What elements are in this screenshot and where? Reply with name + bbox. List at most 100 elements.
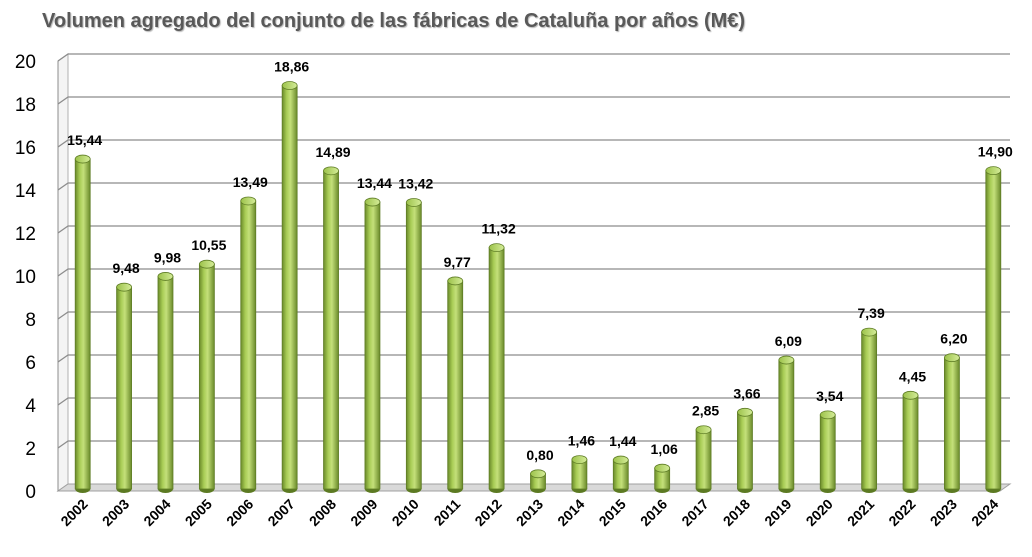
bar-body <box>819 414 836 490</box>
bar-cap <box>902 390 919 400</box>
bar <box>530 469 546 493</box>
gridline <box>57 225 1010 234</box>
bar-cap <box>405 198 422 207</box>
y-tick-label: 0 <box>25 482 36 503</box>
bar-body <box>944 357 960 490</box>
y-tick-label: 4 <box>25 396 36 417</box>
data-label: 15,44 <box>67 132 102 148</box>
x-tick-label: 2013 <box>513 496 546 529</box>
bar-body <box>281 85 298 490</box>
bar <box>861 327 878 493</box>
data-label: 13,42 <box>398 175 433 191</box>
bar-cap <box>74 154 91 164</box>
x-tick-label: 2006 <box>223 496 256 529</box>
y-tick-label: 8 <box>25 310 36 331</box>
bar <box>985 166 1002 493</box>
x-tick-label: 2003 <box>99 496 132 529</box>
y-tick-label: 10 <box>15 267 36 288</box>
bar-cap <box>281 81 298 90</box>
data-label: 3,66 <box>733 385 760 401</box>
gridline <box>57 268 1010 277</box>
bar <box>364 197 381 493</box>
gridline <box>57 96 1010 105</box>
data-label: 9,77 <box>444 254 471 270</box>
x-tick-label: 2018 <box>720 496 753 529</box>
bar <box>654 463 671 493</box>
data-label: 11,32 <box>481 221 515 237</box>
y-tick-label: 20 <box>15 52 36 73</box>
bar <box>819 410 836 493</box>
bar <box>281 81 298 493</box>
bar <box>737 407 753 493</box>
bar-body <box>447 280 464 490</box>
bar-body <box>861 331 878 490</box>
y-axis-ticks: 0 2 4 6 8 10 12 14 16 18 20 <box>15 52 37 503</box>
bar-cap <box>116 282 132 292</box>
x-tick-label: 2010 <box>389 496 422 529</box>
bar <box>198 259 215 493</box>
x-tick-label: 2024 <box>968 496 1001 529</box>
x-tick-label: 2017 <box>678 496 711 529</box>
gridline <box>57 53 1010 62</box>
bar-body <box>405 202 422 490</box>
bar <box>447 276 464 493</box>
bar <box>571 455 588 493</box>
bar <box>240 196 257 493</box>
bar <box>157 272 174 493</box>
data-label: 10,55 <box>191 237 226 253</box>
x-tick-label: 2014 <box>554 496 587 529</box>
y-tick-label: 2 <box>25 439 36 460</box>
x-axis-ticks: 2002 2003 2004 2005 2006 2007 2008 2009 2010 2011… <box>57 496 1001 529</box>
x-tick-label: 2016 <box>637 496 670 529</box>
bars <box>74 81 1002 493</box>
bar-body <box>902 394 919 490</box>
bar-body <box>157 276 174 490</box>
data-label: 3,54 <box>816 388 843 404</box>
x-tick-label: 2002 <box>57 496 90 529</box>
bar-cap <box>985 166 1002 176</box>
bar-body <box>240 200 257 490</box>
bar-cap <box>240 196 257 206</box>
bar <box>74 154 91 493</box>
data-label: 18,86 <box>274 59 309 75</box>
data-label: 9,48 <box>112 260 139 276</box>
bar-cap <box>819 410 836 420</box>
gridline <box>57 397 1010 406</box>
bar <box>902 390 919 493</box>
bar-cap <box>323 166 339 176</box>
bar <box>116 282 132 493</box>
data-label: 2,85 <box>692 403 719 419</box>
bar-body <box>364 201 381 490</box>
bar-cap <box>861 327 878 337</box>
data-label: 14,89 <box>316 144 351 160</box>
bar-body <box>74 158 91 490</box>
data-label: 13,44 <box>357 175 392 191</box>
bar-cap <box>737 407 753 417</box>
bar-body <box>323 170 339 490</box>
x-tick-label: 2011 <box>431 496 464 529</box>
data-label: 0,80 <box>526 447 553 463</box>
bar-body <box>695 429 712 490</box>
gridline <box>57 354 1010 363</box>
data-labels: 15,44 9,48 9,98 10,55 13,49 18,86 14,89 13,44 13… <box>67 59 1013 463</box>
x-tick-label: 2008 <box>306 496 339 529</box>
chart-title: Volumen agregado del conjunto de las fáb… <box>42 10 746 32</box>
x-tick-label: 2021 <box>844 496 877 529</box>
bar-cap <box>488 243 505 253</box>
x-tick-label: 2012 <box>471 496 504 529</box>
data-label: 14,90 <box>978 144 1013 160</box>
x-tick-label: 2015 <box>596 496 629 529</box>
data-label: 1,46 <box>568 433 595 449</box>
y-tick-label: 6 <box>25 353 36 374</box>
x-tick-label: 2023 <box>927 496 960 529</box>
bar <box>488 243 505 493</box>
y-tick-label: 14 <box>15 181 37 202</box>
bar-cap <box>654 463 671 473</box>
y-tick-label: 16 <box>15 138 36 159</box>
data-label: 9,98 <box>154 249 181 265</box>
x-tick-label: 2009 <box>347 496 380 529</box>
bar-body <box>198 263 215 490</box>
bar-body <box>737 411 753 490</box>
bar <box>323 166 339 493</box>
